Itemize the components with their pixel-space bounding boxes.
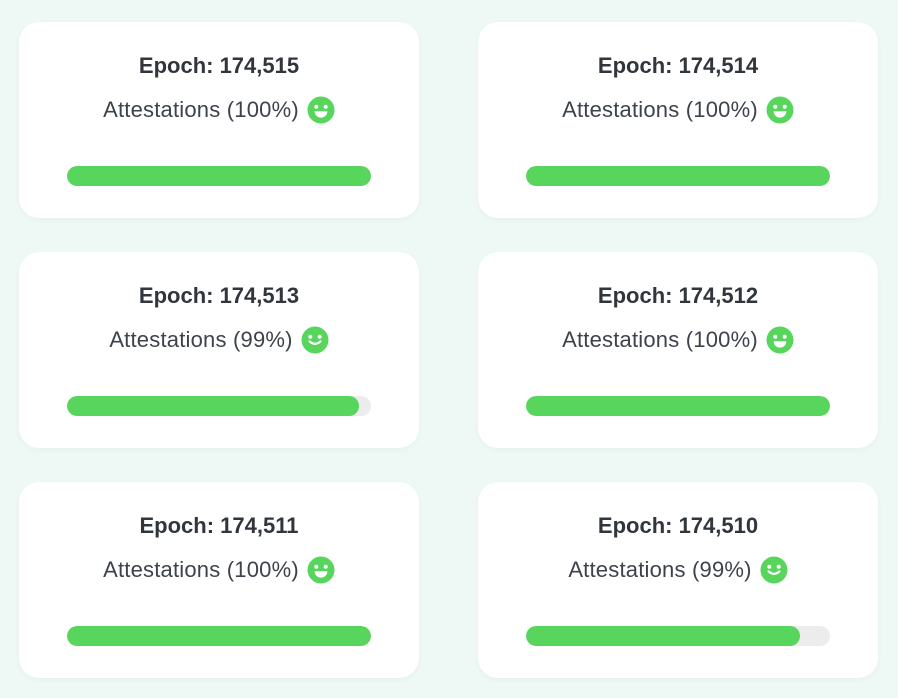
attestations-row: Attestations (99%) [568, 556, 788, 584]
epoch-title: Epoch: 174,515 [138, 53, 300, 78]
attestations-row: Attestations (100%) [562, 96, 794, 124]
epoch-card[interactable]: Epoch: 174,515 Attestations (100%) [19, 22, 419, 218]
attestation-progressbar [67, 626, 371, 646]
epoch-title: Epoch: 174,510 [597, 513, 759, 538]
attestation-progressbar [526, 626, 830, 646]
attestations-label: Attestations (99%) [568, 557, 752, 582]
attestations-label: Attestations (100%) [562, 97, 758, 122]
attestation-progressbar-fill [526, 626, 800, 646]
attestation-progressbar-fill [67, 626, 371, 646]
grin-face-icon [307, 96, 335, 124]
epoch-title: Epoch: 174,511 [139, 513, 299, 538]
attestations-row: Attestations (100%) [103, 556, 335, 584]
attestation-progressbar [526, 166, 830, 186]
epoch-card[interactable]: Epoch: 174,514 Attestations (100%) [478, 22, 878, 218]
attestations-label: Attestations (100%) [562, 327, 758, 352]
attestations-label: Attestations (99%) [109, 327, 293, 352]
epoch-card[interactable]: Epoch: 174,513 Attestations (99%) [19, 252, 419, 448]
attestations-label: Attestations (100%) [103, 97, 299, 122]
smile-face-icon [760, 556, 788, 584]
attestations-row: Attestations (99%) [109, 326, 329, 354]
grin-face-icon [766, 326, 794, 354]
attestation-progressbar-fill [526, 166, 830, 186]
grin-face-icon [307, 556, 335, 584]
attestation-progressbar-fill [67, 396, 359, 416]
epoch-card[interactable]: Epoch: 174,512 Attestations (100%) [478, 252, 878, 448]
epoch-card[interactable]: Epoch: 174,511 Attestations (100%) [19, 482, 419, 678]
epoch-title: Epoch: 174,514 [597, 53, 759, 78]
grin-face-icon [766, 96, 794, 124]
attestations-row: Attestations (100%) [103, 96, 335, 124]
attestation-progressbar-fill [67, 166, 371, 186]
attestation-progressbar [67, 166, 371, 186]
attestation-progressbar-fill [526, 396, 830, 416]
attestations-label: Attestations (100%) [103, 557, 299, 582]
attestations-row: Attestations (100%) [562, 326, 794, 354]
attestation-progressbar [526, 396, 830, 416]
smile-face-icon [301, 326, 329, 354]
attestation-progressbar [67, 396, 371, 416]
epoch-card[interactable]: Epoch: 174,510 Attestations (99%) [478, 482, 878, 678]
epoch-title: Epoch: 174,512 [597, 283, 759, 308]
epoch-title: Epoch: 174,513 [138, 283, 300, 308]
